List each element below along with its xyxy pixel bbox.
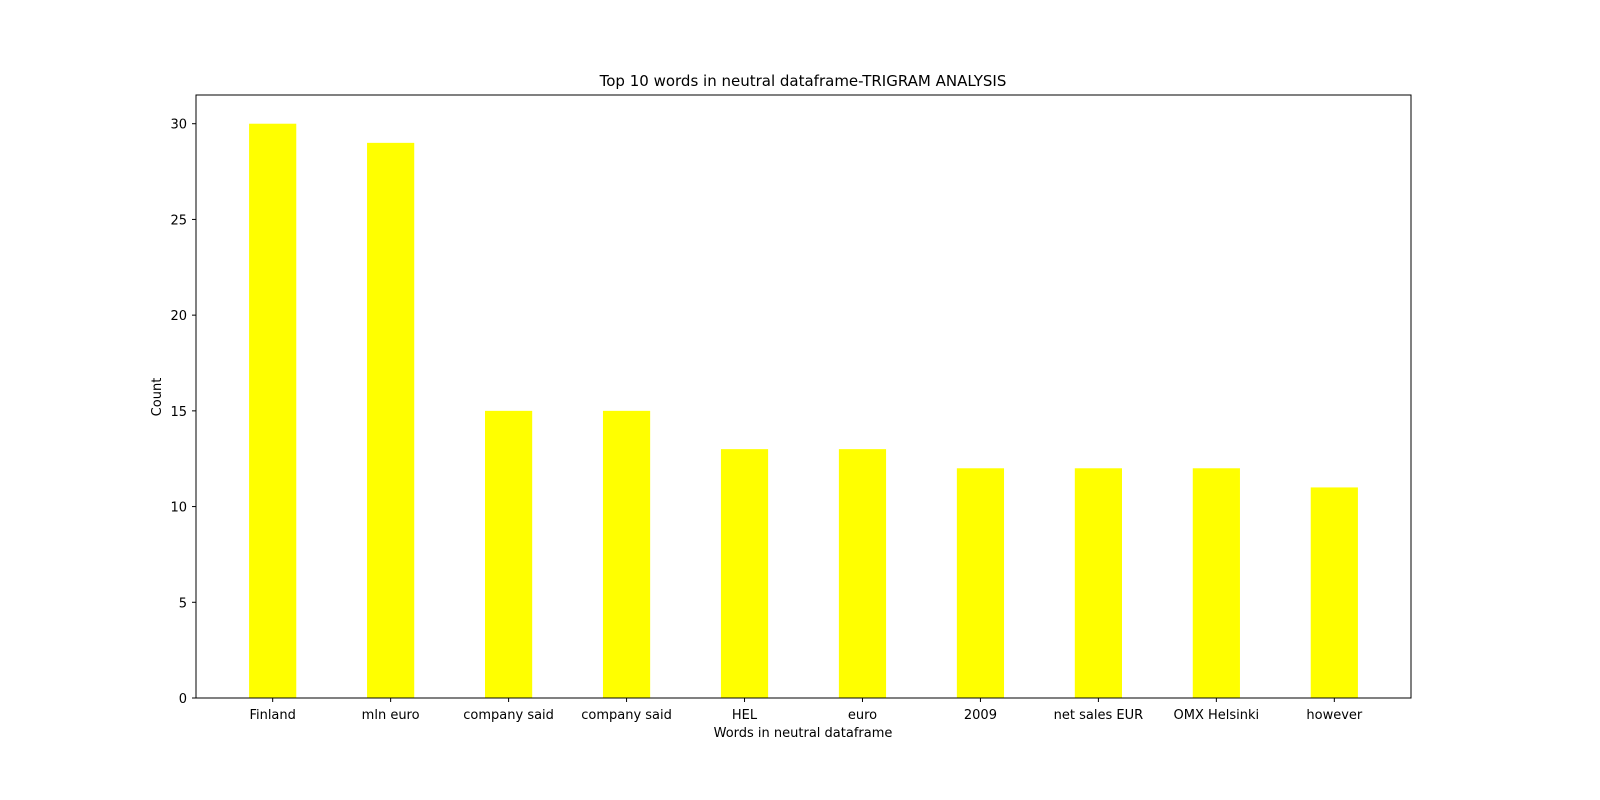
bar [367,142,415,698]
x-tick-label: OMX Helsinki [1174,708,1260,723]
bar [602,410,651,698]
x-tick-label: company said [463,708,554,723]
y-tick-label: 15 [170,405,187,420]
x-tick-label: company said [581,708,672,723]
y-axis-label: Count [150,378,165,417]
y-tick-label: 0 [179,692,187,707]
x-tick-label: Finland [249,708,295,723]
bar [249,123,297,698]
bar [956,468,1005,698]
x-tick-label: mln euro [362,708,420,723]
bar [1192,468,1240,698]
bars-layer [249,123,1358,698]
x-tick-label: however [1306,708,1363,723]
x-tick-label: euro [848,708,877,723]
y-tick-label: 20 [170,309,187,324]
x-tick-label: 2009 [964,708,997,723]
ticks-layer: Finland mln euro company said company said H… [170,118,1362,723]
y-tick-label: 25 [170,213,187,228]
y-tick-label: 5 [179,596,187,611]
x-axis-label: Words in neutral dataframe [714,726,893,741]
bar [485,410,533,698]
x-tick-label: net sales EUR [1054,708,1143,723]
y-tick-label: 30 [170,118,187,133]
y-tick-label: 10 [170,501,187,516]
bar [720,449,769,698]
bar [1074,468,1122,698]
plot-frame [195,94,1412,699]
bar [1310,487,1358,698]
chart-title: Top 10 words in neutral dataframe-TRIGRA… [599,72,1007,90]
bar [838,449,887,698]
x-tick-label: HEL [732,708,758,723]
